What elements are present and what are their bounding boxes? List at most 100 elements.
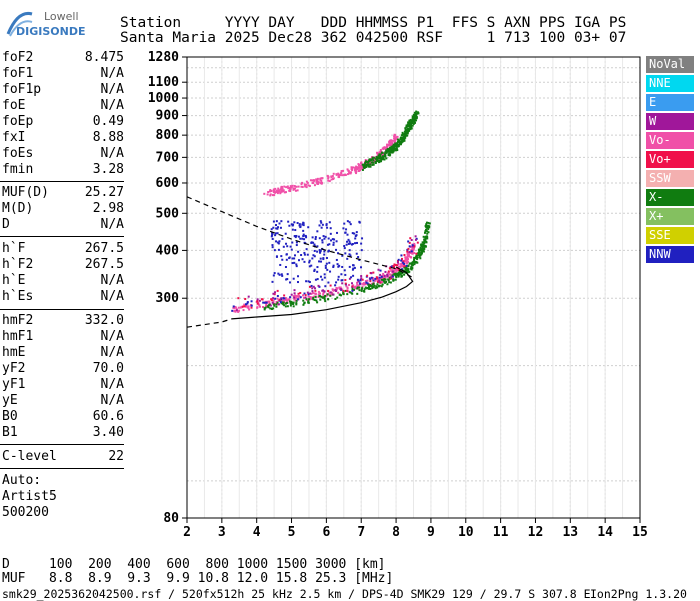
echo-point xyxy=(326,243,329,246)
y-tick-label: 500 xyxy=(156,206,180,221)
echo-point xyxy=(367,160,370,163)
echo-point xyxy=(282,301,285,304)
echo-point xyxy=(293,296,296,299)
echo-point xyxy=(334,288,337,291)
echo-point xyxy=(295,299,298,302)
echo-point xyxy=(410,262,413,265)
echo-point xyxy=(413,257,416,260)
echo-point xyxy=(362,164,365,167)
echo-point xyxy=(351,289,354,292)
echo-point xyxy=(388,140,391,143)
echo-point xyxy=(362,166,365,169)
echo-point xyxy=(291,184,294,187)
echo-point xyxy=(405,264,408,267)
echo-point xyxy=(379,154,382,157)
echo-point xyxy=(307,295,310,298)
echo-point xyxy=(382,147,385,150)
echo-point xyxy=(381,158,384,161)
echo-point xyxy=(326,174,329,177)
echo-point xyxy=(372,279,375,282)
echo-point xyxy=(342,293,345,296)
echo-point xyxy=(332,241,335,244)
param-foEp: foEp 0.49 xyxy=(2,114,124,130)
echo-point xyxy=(401,259,404,262)
echo-point xyxy=(290,223,293,226)
echo-point xyxy=(391,142,394,145)
param-foF1p: foF1p N/A xyxy=(2,82,124,98)
profile-line xyxy=(231,266,414,320)
echo-point xyxy=(416,256,419,259)
echo-point xyxy=(362,163,365,166)
echo-point xyxy=(292,305,295,308)
y-tick-label: 900 xyxy=(156,109,180,124)
echo-point xyxy=(292,188,295,191)
echo-point xyxy=(410,263,413,266)
echo-point xyxy=(271,280,274,283)
echo-point xyxy=(346,257,349,260)
echo-point xyxy=(234,306,237,309)
param-key: MUF(D) xyxy=(2,185,49,200)
echo-point xyxy=(314,295,317,298)
echo-point xyxy=(383,146,386,149)
echo-point xyxy=(407,269,410,272)
echo-point xyxy=(288,281,291,284)
echo-point xyxy=(403,273,406,276)
echo-point xyxy=(392,150,395,153)
echo-point xyxy=(391,270,394,273)
echo-point xyxy=(378,161,381,164)
echo-point xyxy=(265,303,268,306)
echo-point xyxy=(403,265,406,268)
echo-point xyxy=(339,174,342,177)
echo-point xyxy=(318,249,321,252)
echo-point xyxy=(384,276,387,279)
echo-point xyxy=(411,249,414,252)
echo-point xyxy=(313,179,316,182)
echo-point xyxy=(385,146,388,149)
echo-point xyxy=(375,156,378,159)
echo-point xyxy=(308,281,311,284)
echo-point xyxy=(391,150,394,153)
echo-point xyxy=(329,232,332,235)
echo-point xyxy=(357,284,360,287)
echo-point xyxy=(308,259,311,262)
echo-point xyxy=(283,297,286,300)
echo-point xyxy=(324,264,327,267)
echo-point xyxy=(378,279,381,282)
echo-point xyxy=(358,220,361,223)
echo-point xyxy=(371,163,374,166)
echo-point xyxy=(380,160,383,163)
echo-point xyxy=(346,240,349,243)
echo-point xyxy=(294,294,297,297)
echo-point xyxy=(299,226,302,229)
echo-point xyxy=(285,242,288,245)
echo-point xyxy=(413,258,416,261)
echo-point xyxy=(396,144,399,147)
echo-point xyxy=(365,163,368,166)
echo-point xyxy=(270,308,273,311)
echo-point xyxy=(281,258,284,261)
echo-point xyxy=(341,174,344,177)
echo-point xyxy=(286,245,289,248)
param-value: N/A xyxy=(100,289,124,304)
echo-point xyxy=(415,252,418,255)
echo-point xyxy=(312,297,315,300)
echo-point xyxy=(312,179,315,182)
echo-point xyxy=(298,224,301,227)
echo-point xyxy=(351,268,354,271)
echo-point xyxy=(285,253,288,256)
echo-point xyxy=(341,279,344,282)
echo-point xyxy=(273,272,276,275)
echo-point xyxy=(413,121,416,124)
echo-point xyxy=(323,296,326,299)
echo-point xyxy=(361,168,364,171)
echo-point xyxy=(369,163,372,166)
echo-point xyxy=(372,286,375,289)
param-value: N/A xyxy=(100,273,124,288)
echo-point xyxy=(369,278,372,281)
echo-point xyxy=(391,143,394,146)
echo-point xyxy=(411,124,414,127)
echo-point xyxy=(306,253,309,256)
echo-point xyxy=(308,298,311,301)
echo-point xyxy=(412,113,415,116)
echo-point xyxy=(377,154,380,157)
